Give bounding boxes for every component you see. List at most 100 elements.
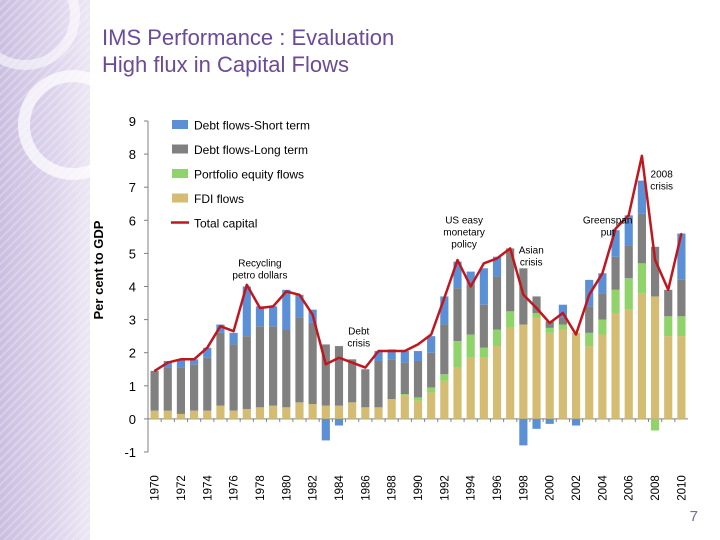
bar-debt-flows-short-term-2001: [558, 304, 567, 318]
bar-portfolio-equity-flows-1996: [492, 329, 502, 347]
bar-portfolio-equity-flows-1997: [506, 311, 515, 328]
bar-debt-flows-short-term-1984: [334, 418, 344, 426]
bar-fdi-flows-1978: [255, 407, 265, 419]
bar-debt-flows-long-term-1997: [506, 248, 515, 312]
annotation-text: Greenspan: [583, 216, 632, 227]
x-tick-label: 2000: [545, 475, 557, 501]
y-tick-label: 6: [129, 213, 136, 228]
point-total-capital-1992: [443, 297, 446, 299]
bar-debt-flows-short-term-2007: [637, 180, 646, 214]
bar-debt-flows-short-term-2005: [611, 230, 620, 257]
point-total-capital-1979: [272, 305, 274, 308]
point-total-capital-2000: [548, 322, 551, 324]
bar-fdi-flows-2004: [598, 334, 607, 419]
bar-debt-flows-long-term-1973: [190, 364, 199, 411]
bar-fdi-flows-1999: [532, 317, 541, 419]
bar-debt-flows-short-term-1995: [479, 268, 488, 305]
bar-fdi-flows-2008: [650, 296, 660, 419]
y-tick-label: -1: [124, 445, 136, 460]
bar-fdi-flows-2002: [571, 332, 581, 419]
point-total-capital-1999: [535, 307, 538, 309]
bar-debt-flows-short-term-1974: [203, 347, 212, 358]
bar-debt-flows-long-term-1972: [176, 367, 186, 414]
bar-debt-flows-long-term-1990: [413, 360, 423, 398]
bar-portfolio-equity-flows-1992: [440, 374, 449, 381]
x-tick-label: 1978: [255, 475, 267, 501]
point-total-capital-1989: [404, 350, 406, 352]
bar-fdi-flows-1980: [282, 407, 291, 419]
x-tick-label: 1990: [413, 475, 425, 501]
legend-label-3: FDI flows: [194, 192, 244, 206]
annotation-text: Debt: [348, 326, 369, 337]
y-tick-label: 7: [129, 180, 136, 195]
bar-portfolio-equity-flows-1990: [413, 397, 423, 401]
legend-swatch-0: [172, 120, 188, 129]
bar-debt-flows-short-term-1987: [374, 351, 383, 361]
x-tick-label: 2004: [597, 475, 609, 501]
bar-debt-flows-long-term-1992: [440, 324, 449, 375]
annotation-text: petro dollars: [232, 271, 287, 282]
slide-number: 7: [689, 508, 698, 525]
point-total-capital-1980: [285, 290, 288, 293]
bar-fdi-flows-1971: [163, 410, 172, 419]
bar-portfolio-equity-flows-2007: [637, 263, 646, 294]
bar-debt-flows-short-term-1998: [519, 418, 528, 446]
bar-fdi-flows-2003: [585, 346, 594, 419]
point-total-capital-2008: [654, 259, 656, 261]
bar-debt-flows-long-term-1981: [295, 317, 304, 403]
bar-fdi-flows-1996: [492, 346, 502, 419]
bar-debt-flows-short-term-1976: [229, 332, 238, 345]
bar-debt-flows-long-term-2010: [677, 279, 686, 317]
bar-debt-flows-short-term-1972: [176, 359, 186, 368]
bar-debt-flows-long-term-2009: [664, 289, 673, 317]
bar-portfolio-equity-flows-2005: [611, 289, 620, 313]
bar-debt-flows-long-term-1985: [348, 359, 357, 403]
bar-fdi-flows-2007: [637, 293, 646, 419]
bar-fdi-flows-2010: [677, 336, 686, 419]
point-total-capital-1984: [338, 356, 340, 359]
point-total-capital-1990: [417, 343, 419, 346]
bar-debt-flows-short-term-1973: [190, 359, 199, 365]
bar-debt-flows-short-term-1990: [413, 351, 423, 361]
bar-debt-flows-long-term-1974: [203, 357, 212, 411]
annotation-text: put: [601, 228, 615, 239]
bar-fdi-flows-1977: [242, 408, 251, 419]
point-total-capital-1981: [298, 293, 301, 296]
point-total-capital-1974: [206, 346, 209, 349]
bar-debt-flows-short-term-1993: [453, 261, 462, 289]
point-total-capital-1983: [325, 363, 327, 366]
bar-debt-flows-short-term-2000: [545, 418, 554, 424]
point-total-capital-1973: [193, 358, 195, 361]
legend-label-4: Total capital: [194, 217, 257, 231]
point-total-capital-2009: [667, 289, 670, 291]
bar-debt-flows-long-term-1988: [387, 359, 396, 400]
bar-fdi-flows-1992: [440, 380, 449, 419]
point-total-capital-2006: [627, 214, 630, 217]
point-total-capital-1994: [469, 285, 472, 288]
annotation-text: crisis: [650, 181, 673, 192]
bar-fdi-flows-1998: [519, 324, 528, 419]
point-total-capital-1996: [496, 257, 498, 260]
x-tick-label: 1970: [150, 475, 162, 501]
bar-debt-flows-short-term-1983: [321, 418, 330, 441]
bar-portfolio-equity-flows-1999: [532, 312, 541, 318]
y-tick-label: 4: [129, 280, 136, 295]
point-total-capital-1995: [483, 262, 485, 265]
bar-debt-flows-long-term-1977: [242, 336, 251, 409]
bar-debt-flows-long-term-1995: [479, 304, 488, 348]
point-total-capital-2007: [641, 154, 643, 157]
bar-debt-flows-long-term-1970: [150, 370, 159, 411]
bar-fdi-flows-2009: [664, 336, 673, 419]
bar-debt-flows-long-term-2001: [558, 317, 567, 325]
point-total-capital-1982: [311, 313, 314, 316]
bar-fdi-flows-1973: [190, 410, 199, 419]
annotation-text: policy: [451, 240, 477, 251]
y-tick-label: 0: [129, 412, 136, 427]
y-axis-label: Per cent to GDP: [91, 220, 106, 319]
point-total-capital-1987: [377, 350, 380, 352]
point-total-capital-1977: [245, 284, 248, 286]
bar-debt-flows-long-term-2004: [598, 293, 607, 320]
x-tick-label: 1984: [334, 475, 346, 501]
bar-fdi-flows-1972: [176, 413, 186, 419]
